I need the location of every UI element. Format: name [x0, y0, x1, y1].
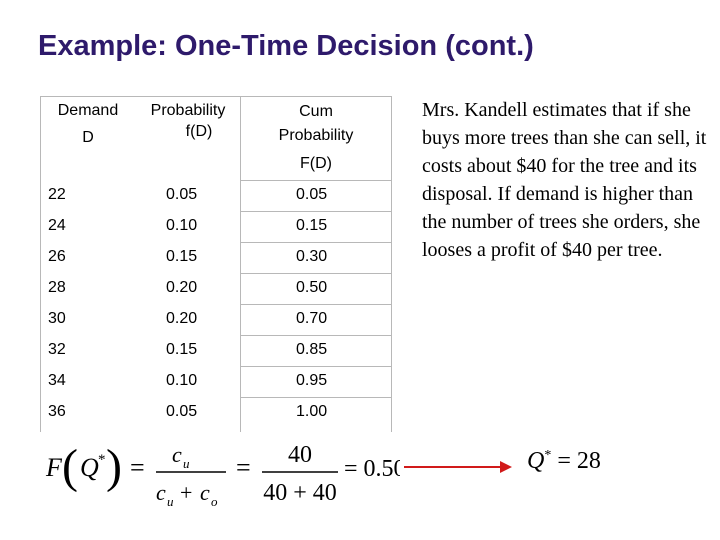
header-demand-symbol: D — [82, 129, 94, 146]
cell-demand: 34 — [48, 372, 66, 389]
cell-demand: 32 — [48, 341, 66, 358]
header-cum-probability-label: Probability — [278, 127, 354, 144]
table-row: 32 0.15 0.85 — [40, 335, 392, 366]
cell-cum-probability: 0.70 — [296, 310, 328, 327]
table-border-right — [391, 96, 392, 432]
table-row: 26 0.15 0.30 — [40, 242, 392, 273]
formula-result: = 0.50 — [344, 456, 400, 482]
frac1-den-c1: c — [156, 480, 166, 505]
result-value: = 28 — [557, 448, 601, 474]
table-row: 30 0.20 0.70 — [40, 304, 392, 335]
result-q: Q — [527, 448, 545, 474]
table-row: 28 0.20 0.50 — [40, 273, 392, 304]
table-row: 22 0.05 0.05 — [40, 180, 392, 211]
formula-paren-left: ( — [62, 440, 78, 493]
row-divider — [240, 397, 392, 398]
cell-probability: 0.05 — [166, 403, 198, 420]
header-cum-probability: Cum Probability F(D) — [240, 100, 392, 176]
frac1-den-plus: + — [180, 480, 192, 505]
cell-demand: 36 — [48, 403, 66, 420]
header-divider — [240, 180, 392, 181]
cell-demand: 24 — [48, 217, 66, 234]
cell-cum-probability: 0.30 — [296, 248, 328, 265]
header-probability: Probability f(D) — [136, 100, 240, 142]
formula-lhs-f: F — [45, 453, 63, 482]
frac1-den-c2: c — [200, 480, 210, 505]
header-probability-label: Probability — [150, 102, 226, 119]
cell-probability: 0.15 — [166, 248, 198, 265]
row-divider — [240, 335, 392, 336]
page-title: Example: One-Time Decision (cont.) — [38, 30, 534, 62]
cell-demand: 30 — [48, 310, 66, 327]
formula-lhs-star: * — [98, 452, 106, 468]
table-column-divider — [240, 96, 241, 432]
problem-description: Mrs. Kandell estimates that if she buys … — [422, 99, 707, 261]
header-demand-label: Demand — [57, 102, 119, 119]
formula-graphic: F ( Q * ) = c u c u + c o = 40 40 + 40 =… — [45, 440, 406, 509]
frac1-num-c: c — [172, 442, 182, 467]
row-divider — [240, 366, 392, 367]
formula-paren-right: ) — [106, 440, 122, 493]
cell-cum-probability: 0.05 — [296, 186, 328, 203]
header-cum-symbol: F(D) — [300, 155, 332, 172]
frac2-num: 40 — [288, 442, 312, 468]
cell-probability: 0.10 — [166, 372, 198, 389]
cell-probability: 0.10 — [166, 217, 198, 234]
critical-ratio-formula: F ( Q * ) = c u c u + c o = 40 40 + 40 =… — [40, 432, 406, 532]
cell-cum-probability: 0.50 — [296, 279, 328, 296]
frac1-den-sub2: o — [211, 494, 218, 509]
table-row: 24 0.10 0.15 — [40, 211, 392, 242]
cell-cum-probability: 0.95 — [296, 372, 328, 389]
arrow-icon — [404, 461, 512, 473]
cell-probability: 0.05 — [166, 186, 198, 203]
cell-cum-probability: 0.85 — [296, 341, 328, 358]
row-divider — [240, 242, 392, 243]
cell-cum-probability: 1.00 — [296, 403, 328, 420]
cell-demand: 28 — [48, 279, 66, 296]
table-border-left — [40, 96, 41, 432]
cell-demand: 26 — [48, 248, 66, 265]
cell-probability: 0.20 — [166, 310, 198, 327]
formula-equals-2: = — [236, 453, 251, 482]
row-divider — [240, 211, 392, 212]
result-star: * — [544, 448, 552, 463]
table-border-top — [40, 96, 392, 97]
cell-cum-probability: 0.15 — [296, 217, 328, 234]
row-divider — [240, 304, 392, 305]
header-cum-label: Cum — [299, 103, 333, 120]
formula-lhs-q: Q — [80, 453, 99, 482]
frac1-num-sub: u — [183, 456, 190, 471]
cell-demand: 22 — [48, 186, 66, 203]
cell-probability: 0.20 — [166, 279, 198, 296]
row-divider — [240, 273, 392, 274]
probability-table: Demand D Probability f(D) Cum Probabilit… — [40, 96, 392, 432]
header-probability-symbol: f(D) — [185, 123, 213, 140]
table-row: 34 0.10 0.95 — [40, 366, 392, 397]
frac1-den-sub1: u — [167, 494, 174, 509]
cell-probability: 0.15 — [166, 341, 198, 358]
header-demand: Demand D — [40, 100, 136, 148]
optimal-order-quantity: Q* = 28 — [527, 448, 601, 475]
frac2-den: 40 + 40 — [263, 480, 337, 506]
table-row: 36 0.05 1.00 — [40, 397, 392, 428]
table-header: Demand D Probability f(D) Cum Probabilit… — [40, 96, 392, 180]
formula-equals-1: = — [130, 453, 145, 482]
